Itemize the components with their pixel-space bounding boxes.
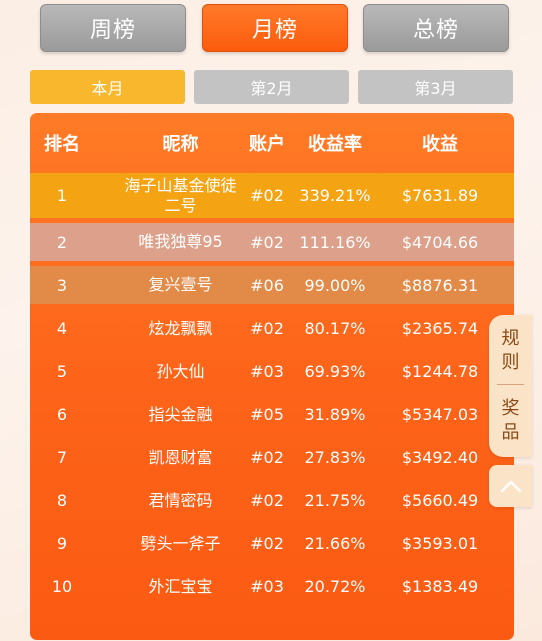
row-rate: 99.00%: [304, 275, 366, 295]
row-account: #05: [250, 405, 284, 424]
row-name: 外汇宝宝: [148, 576, 213, 596]
row-rank: 9: [56, 534, 68, 553]
table-header: 排名 昵称 账户 收益率 收益: [30, 113, 514, 173]
table-row: 9 劈头一斧子 #02 21.66% $3593.01: [30, 522, 514, 565]
header-profit: 收益: [422, 134, 458, 155]
row-profit: $5347.03: [401, 405, 479, 424]
row-account: #02: [250, 534, 284, 553]
scroll-top-button[interactable]: [489, 465, 532, 507]
row-profit: $5660.49: [401, 491, 479, 510]
row-rank: 4: [56, 319, 68, 338]
row-rank: 10: [51, 577, 73, 596]
header-name: 昵称: [162, 134, 199, 155]
row-rate: 339.21%: [299, 186, 371, 205]
row-rate: 111.16%: [299, 232, 371, 252]
row-name: 君情密码: [148, 490, 213, 510]
row-name: 复兴壹号: [148, 275, 213, 294]
prize-label: 奖品: [501, 398, 520, 443]
row-account: #02: [250, 491, 284, 510]
row-account: #02: [250, 186, 284, 205]
tab-weekly[interactable]: 周榜: [40, 4, 186, 52]
row-rank: 8: [56, 491, 68, 510]
tab-this-month[interactable]: 本月: [30, 70, 185, 104]
row-rank: 2: [56, 232, 68, 252]
rules-label: 规则: [501, 328, 520, 373]
table-row: 2 唯我独尊95 #02 111.16% $4704.66: [30, 223, 514, 261]
row-profit: $2365.74: [401, 319, 479, 338]
row-rate: 20.72%: [304, 577, 366, 596]
period-tabs: 周榜 月榜 总榜: [40, 4, 509, 52]
row-name: 海子山基金使徒二号: [124, 175, 237, 215]
table-row: 8 君情密码 #02 21.75% $5660.49: [30, 479, 514, 522]
row-rank: 1: [56, 186, 68, 205]
row-name: 孙大仙: [156, 361, 205, 381]
prize-button[interactable]: 奖品: [489, 397, 532, 445]
tab-month-3[interactable]: 第3月: [358, 70, 513, 104]
row-account: #02: [250, 232, 284, 252]
table-row: 6 指尖金融 #05 31.89% $5347.03: [30, 393, 514, 436]
header-account: 账户: [249, 134, 285, 155]
row-profit: $4704.66: [401, 232, 479, 252]
row-rate: 69.93%: [304, 362, 366, 381]
table-row: 4 炫龙飘飘 #02 80.17% $2365.74: [30, 307, 514, 350]
chevron-up-icon: [500, 480, 521, 493]
table-row: 1 海子山基金使徒二号 #02 339.21% $7631.89: [30, 173, 514, 218]
row-rank: 5: [56, 362, 68, 381]
row-rate: 80.17%: [304, 319, 366, 338]
tab-month-2[interactable]: 第2月: [194, 70, 349, 104]
table-row: 5 孙大仙 #03 69.93% $1244.78: [30, 350, 514, 393]
row-name: 唯我独尊95: [138, 232, 223, 251]
row-profit: $7631.89: [401, 186, 479, 205]
row-rank: 3: [56, 275, 68, 295]
row-rank: 6: [56, 405, 68, 424]
row-name: 凯恩财富: [148, 447, 213, 467]
row-account: #03: [250, 362, 284, 381]
row-account: #02: [250, 319, 284, 338]
tab-monthly[interactable]: 月榜: [202, 4, 348, 52]
row-profit: $8876.31: [401, 275, 479, 295]
row-profit: $3593.01: [401, 534, 479, 553]
row-rate: 21.75%: [304, 491, 366, 510]
leaderboard: 排名 昵称 账户 收益率 收益 1 海子山基金使徒二号 #02 339.21% …: [30, 113, 514, 640]
row-account: #03: [250, 577, 284, 596]
side-panel: 规则 奖品: [489, 315, 532, 457]
row-name: 劈头一斧子: [140, 533, 221, 553]
row-account: #06: [250, 275, 284, 295]
row-account: #02: [250, 448, 284, 467]
row-rate: 27.83%: [304, 448, 366, 467]
header-rank: 排名: [44, 134, 80, 155]
row-profit: $1383.49: [401, 577, 479, 596]
row-rate: 31.89%: [304, 405, 366, 424]
tab-total[interactable]: 总榜: [363, 4, 509, 52]
row-name: 指尖金融: [148, 404, 213, 424]
month-tabs: 本月 第2月 第3月: [30, 70, 514, 106]
row-name: 炫龙飘飘: [148, 318, 213, 338]
table-row: 3 复兴壹号 #06 99.00% $8876.31: [30, 266, 514, 304]
rules-button[interactable]: 规则: [489, 327, 532, 375]
header-rate: 收益率: [308, 134, 362, 155]
row-profit: $1244.78: [401, 362, 479, 381]
side-divider: [497, 384, 524, 385]
row-profit: $3492.40: [401, 448, 479, 467]
row-rank: 7: [56, 448, 68, 467]
row-rate: 21.66%: [304, 534, 366, 553]
table-row: 7 凯恩财富 #02 27.83% $3492.40: [30, 436, 514, 479]
table-row: 10 外汇宝宝 #03 20.72% $1383.49: [30, 565, 514, 608]
